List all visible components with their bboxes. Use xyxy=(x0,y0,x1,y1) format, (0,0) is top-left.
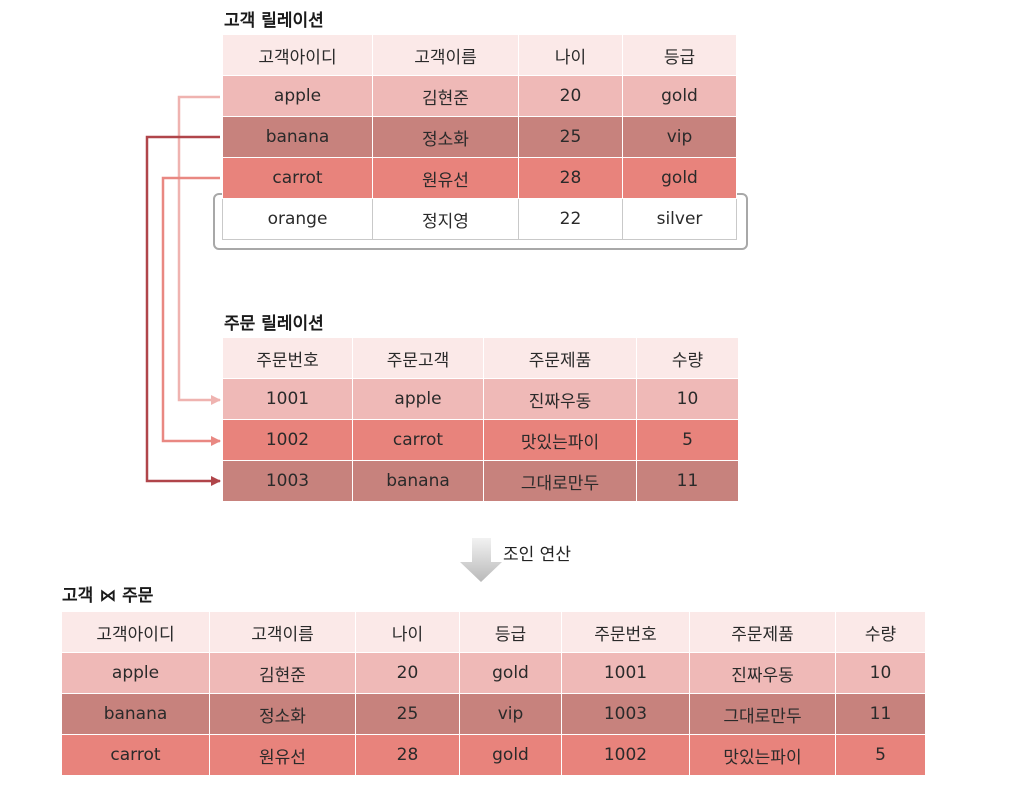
cell: 진짜우동 xyxy=(689,652,836,694)
col-header: 나이 xyxy=(355,611,460,653)
table-row: banana 정소화 25 vip xyxy=(222,116,737,158)
cell: 정소화 xyxy=(372,116,519,158)
cell: 1001 xyxy=(561,652,690,694)
cell: 10 xyxy=(835,652,926,694)
col-header: 주문번호 xyxy=(222,337,353,379)
cell: gold xyxy=(459,652,562,694)
cell: 원유선 xyxy=(209,734,356,776)
cell: orange xyxy=(222,198,373,240)
join-result-table: 고객아이디 고객이름 나이 등급 주문번호 주문제품 수량 apple 김현준 … xyxy=(61,611,926,776)
cell: 1003 xyxy=(561,693,690,735)
cell: 그대로만두 xyxy=(689,693,836,735)
customer-table: 고객아이디 고객이름 나이 등급 apple 김현준 20 gold banan… xyxy=(222,34,737,240)
col-header: 주문번호 xyxy=(561,611,690,653)
customer-relation-title: 고객 릴레이션 xyxy=(224,11,324,31)
cell: 김현준 xyxy=(209,652,356,694)
cell: banana xyxy=(61,693,210,735)
col-header: 고객아이디 xyxy=(222,34,373,76)
cell: 25 xyxy=(355,693,460,735)
col-header: 등급 xyxy=(459,611,562,653)
col-header: 수량 xyxy=(636,337,739,379)
table-row: banana 정소화 25 vip 1003 그대로만두 11 xyxy=(61,693,926,735)
cell: 그대로만두 xyxy=(483,460,637,502)
cell: 1002 xyxy=(222,419,353,461)
table-row: carrot 원유선 28 gold 1002 맛있는파이 5 xyxy=(61,734,926,776)
cell: 22 xyxy=(518,198,623,240)
table-row: apple 김현준 20 gold xyxy=(222,75,737,117)
table-row: carrot 원유선 28 gold xyxy=(222,157,737,199)
carrot-join-arrow xyxy=(161,176,221,446)
result-header-row: 고객아이디 고객이름 나이 등급 주문번호 주문제품 수량 xyxy=(61,611,926,653)
table-row: 1002 carrot 맛있는파이 5 xyxy=(222,419,739,461)
cell: 맛있는파이 xyxy=(483,419,637,461)
apple-join-arrow xyxy=(177,95,221,405)
cell: 11 xyxy=(636,460,739,502)
join-operation-label: 조인 연산 xyxy=(503,545,571,565)
cell: vip xyxy=(459,693,562,735)
cell: vip xyxy=(622,116,737,158)
col-header: 주문제품 xyxy=(689,611,836,653)
cell: 20 xyxy=(518,75,623,117)
cell: carrot xyxy=(352,419,484,461)
cell: 10 xyxy=(636,378,739,420)
cell: gold xyxy=(622,157,737,199)
cell: 28 xyxy=(355,734,460,776)
cell: apple xyxy=(352,378,484,420)
banana-join-arrow xyxy=(145,135,221,486)
cell: gold xyxy=(459,734,562,776)
join-operation-arrow-icon xyxy=(460,538,502,582)
cell: banana xyxy=(352,460,484,502)
cell: 1003 xyxy=(222,460,353,502)
order-relation-title: 주문 릴레이션 xyxy=(224,314,324,334)
cell: 김현준 xyxy=(372,75,519,117)
cell: apple xyxy=(61,652,210,694)
cell: 20 xyxy=(355,652,460,694)
join-result-title: 고객 ⋈ 주문 xyxy=(62,586,154,606)
cell: apple xyxy=(222,75,373,117)
cell: banana xyxy=(222,116,373,158)
col-header: 주문제품 xyxy=(483,337,637,379)
table-row: apple 김현준 20 gold 1001 진짜우동 10 xyxy=(61,652,926,694)
col-header: 수량 xyxy=(835,611,926,653)
cell: carrot xyxy=(61,734,210,776)
cell: gold xyxy=(622,75,737,117)
cell: 맛있는파이 xyxy=(689,734,836,776)
cell: 정지영 xyxy=(372,198,519,240)
order-table: 주문번호 주문고객 주문제품 수량 1001 apple 진짜우동 10 100… xyxy=(222,337,739,502)
cell: 11 xyxy=(835,693,926,735)
cell: 25 xyxy=(518,116,623,158)
cell: 원유선 xyxy=(372,157,519,199)
col-header: 등급 xyxy=(622,34,737,76)
col-header: 고객이름 xyxy=(209,611,356,653)
cell: 1002 xyxy=(561,734,690,776)
table-row: orange 정지영 22 silver xyxy=(222,198,737,240)
cell: 정소화 xyxy=(209,693,356,735)
col-header: 고객이름 xyxy=(372,34,519,76)
col-header: 고객아이디 xyxy=(61,611,210,653)
cell: 진짜우동 xyxy=(483,378,637,420)
cell: carrot xyxy=(222,157,373,199)
table-row: 1003 banana 그대로만두 11 xyxy=(222,460,739,502)
cell: 5 xyxy=(835,734,926,776)
cell: silver xyxy=(622,198,737,240)
customer-header-row: 고객아이디 고객이름 나이 등급 xyxy=(222,34,737,76)
